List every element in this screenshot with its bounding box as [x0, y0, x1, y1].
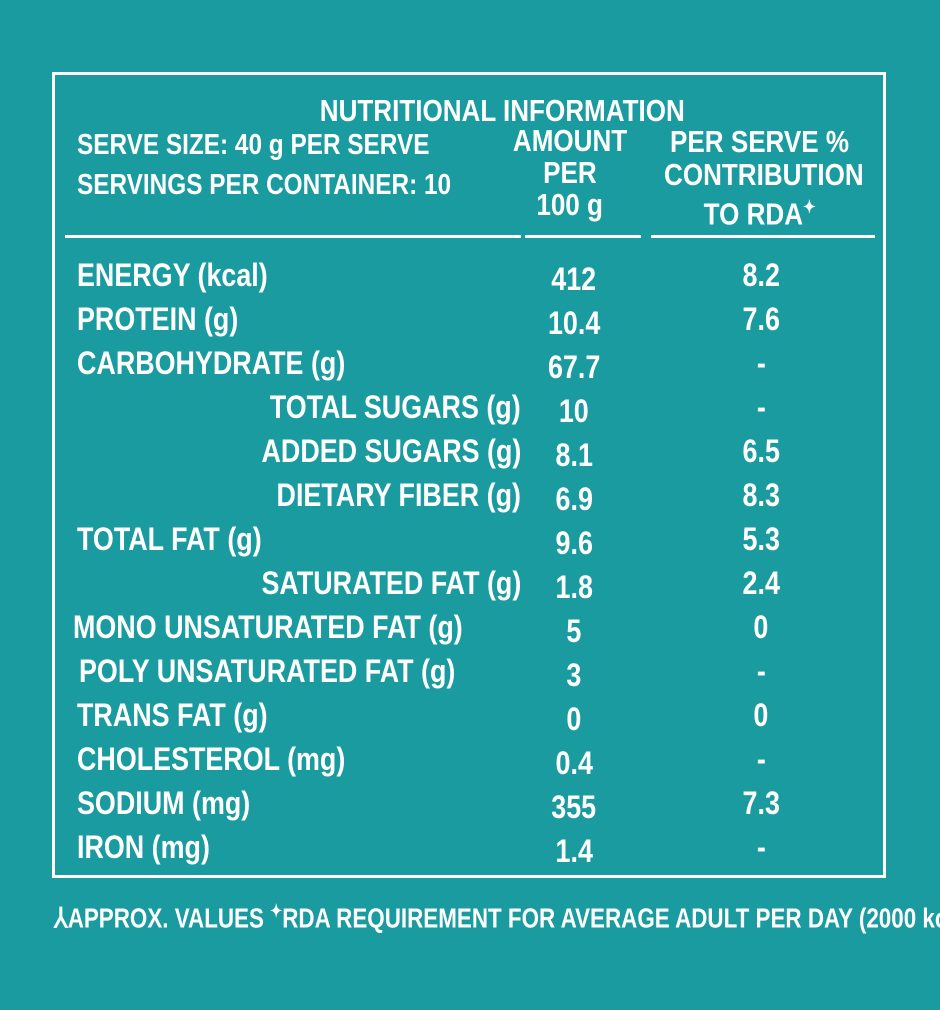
nutrient-row-iron: IRON (mg) 1.4 -: [55, 827, 883, 871]
nutrient-row-poly-unsaturated-fat: POLY UNSATURATED FAT (g) 3 -: [55, 651, 883, 695]
nutrient-row-cholesterol: CHOLESTEROL (mg) 0.4 -: [55, 739, 883, 783]
divider-rda-column: [651, 235, 875, 238]
nutrient-label: ENERGY (kcal): [77, 257, 268, 293]
divider-label-column: [65, 235, 521, 238]
divider-amount-column: [525, 235, 641, 238]
approx-values-note: APPROX. VALUES: [67, 902, 264, 934]
nutrient-label: CARBOHYDRATE (g): [77, 345, 346, 381]
nutrient-amount: 6.9: [555, 481, 593, 517]
nutrient-amount: 1.8: [555, 569, 593, 605]
nutrient-label: SATURATED FAT (g): [261, 565, 521, 601]
nutrient-row-protein: PROTEIN (g) 10.4 7.6: [55, 299, 883, 343]
nutrient-label: TOTAL FAT (g): [77, 521, 262, 557]
nutrient-rda: -: [756, 653, 766, 689]
nutrient-amount: 67.7: [547, 349, 601, 385]
nutrient-rda: 0: [753, 609, 769, 645]
nutrient-row-added-sugars: ADDED SUGARS (g) 8.1 6.5: [55, 431, 883, 475]
nutrient-rda: 8.2: [742, 257, 780, 293]
nutrient-amount: 0: [566, 701, 582, 737]
servings-per-container: SERVINGS PER CONTAINER: 10: [77, 169, 452, 201]
nutrient-row-mono-unsaturated-fat: MONO UNSATURATED FAT (g) 5 0: [55, 607, 883, 651]
nutrient-rda: 2.4: [742, 565, 780, 601]
nutrient-label: TOTAL SUGARS (g): [270, 389, 521, 425]
nutrient-amount: 355: [551, 789, 597, 825]
nutrient-amount: 9.6: [555, 525, 593, 561]
nutrient-row-dietary-fiber: DIETARY FIBER (g) 6.9 8.3: [55, 475, 883, 519]
nutrient-rda: 6.5: [742, 433, 780, 469]
approx-mark-icon: ⅄: [54, 902, 68, 934]
nutrient-row-carbohydrate: CARBOHYDRATE (g) 67.7 -: [55, 343, 883, 387]
nutrient-amount: 8.1: [555, 437, 593, 473]
serve-size: SERVE SIZE: 40 g PER SERVE: [77, 129, 430, 161]
nutrient-label: ADDED SUGARS (g): [261, 433, 521, 469]
nutrient-amount: 5: [566, 613, 582, 649]
nutrient-row-total-fat: TOTAL FAT (g) 9.6 5.3: [55, 519, 883, 563]
rda-star-icon: ✦: [803, 197, 817, 217]
nutrient-amount: 10.4: [547, 305, 601, 341]
nutrient-amount: 10: [559, 393, 589, 429]
rda-requirement-note: RDA REQUIREMENT FOR AVERAGE ADULT PER DA…: [282, 902, 940, 934]
nutrient-label: TRANS FAT (g): [77, 697, 268, 733]
nutrient-label: DIETARY FIBER (g): [276, 477, 521, 513]
rda-contribution-header: PER SERVE % CONTRIBUTION TO RDA✦: [664, 124, 864, 232]
nutrient-amount: 0.4: [555, 745, 593, 781]
nutrient-label: IRON (mg): [77, 829, 210, 865]
nutrient-rda: -: [756, 741, 766, 777]
nutrient-rda: 8.3: [742, 477, 780, 513]
footnote: ⅄APPROX. VALUES ✦RDA REQUIREMENT FOR AVE…: [54, 894, 940, 935]
nutrient-rda: 5.3: [742, 521, 780, 557]
nutrient-rda: 7.6: [742, 301, 780, 337]
nutrient-label: MONO UNSATURATED FAT (g): [73, 609, 463, 645]
nutrient-label: POLY UNSATURATED FAT (g): [79, 653, 456, 689]
nutrient-amount: 3: [566, 657, 582, 693]
nutrient-label: CHOLESTEROL (mg): [77, 741, 346, 777]
nutrient-row-sodium: SODIUM (mg) 355 7.3: [55, 783, 883, 827]
nutrient-row-trans-fat: TRANS FAT (g) 0 0: [55, 695, 883, 739]
nutrient-label: SODIUM (mg): [77, 785, 251, 821]
rda-mark-icon: ✦: [270, 901, 283, 921]
panel-title: NUTRITIONAL INFORMATION: [319, 93, 685, 128]
nutrient-rda: 7.3: [742, 785, 780, 821]
nutrient-rda: -: [756, 345, 766, 381]
nutrient-rda: 0: [753, 697, 769, 733]
nutrient-rda: -: [756, 829, 766, 865]
nutrient-rda: -: [756, 389, 766, 425]
nutrient-row-saturated-fat: SATURATED FAT (g) 1.8 2.4: [55, 563, 883, 607]
nutrient-row-energy: ENERGY (kcal) 412 8.2: [55, 255, 883, 299]
nutrient-amount: 412: [551, 261, 597, 297]
nutrient-label: PROTEIN (g): [77, 301, 239, 337]
nutrition-panel: NUTRITIONAL INFORMATION SERVE SIZE: 40 g…: [52, 72, 886, 878]
nutrient-amount: 1.4: [555, 833, 593, 869]
amount-per-100g-header: AMOUNT PER 100 g: [512, 123, 628, 222]
nutrient-row-total-sugars: TOTAL SUGARS (g) 10 -: [55, 387, 883, 431]
